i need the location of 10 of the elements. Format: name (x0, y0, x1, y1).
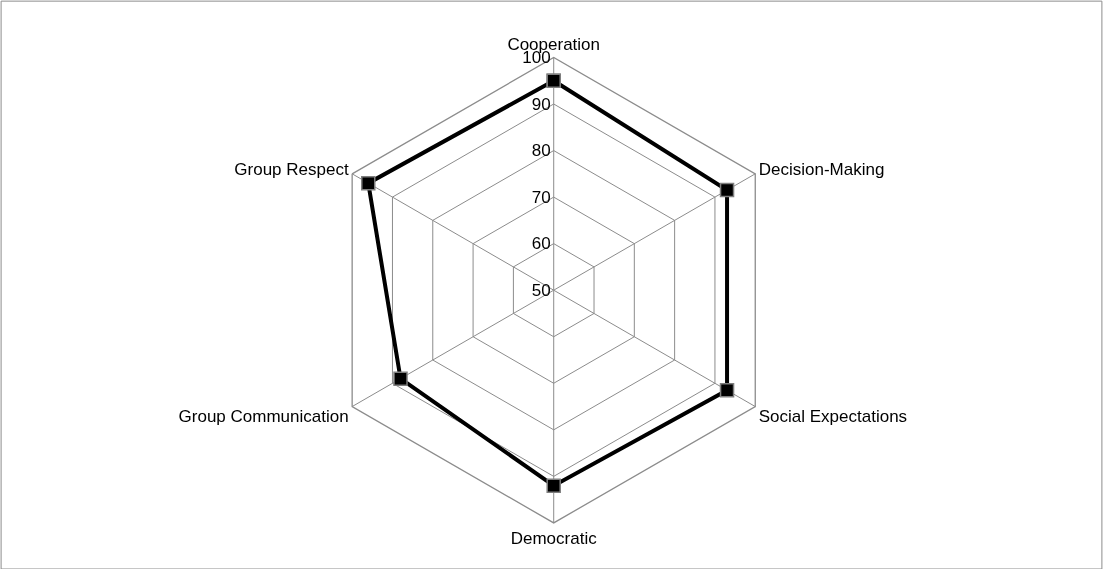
y-tick-label: 50 (531, 280, 551, 300)
spoke-label: Decision-Making (758, 160, 885, 180)
spoke-label: Social Expectations (758, 407, 908, 427)
y-tick-label: 90 (531, 94, 551, 114)
spoke-label: Group Respect (234, 160, 349, 180)
y-tick-label: 80 (531, 141, 551, 161)
spoke-label: Democratic (510, 528, 598, 548)
y-tick-label: 70 (531, 187, 551, 207)
spoke-label: Group Communication (178, 407, 349, 427)
y-tick-label: 60 (531, 234, 551, 254)
